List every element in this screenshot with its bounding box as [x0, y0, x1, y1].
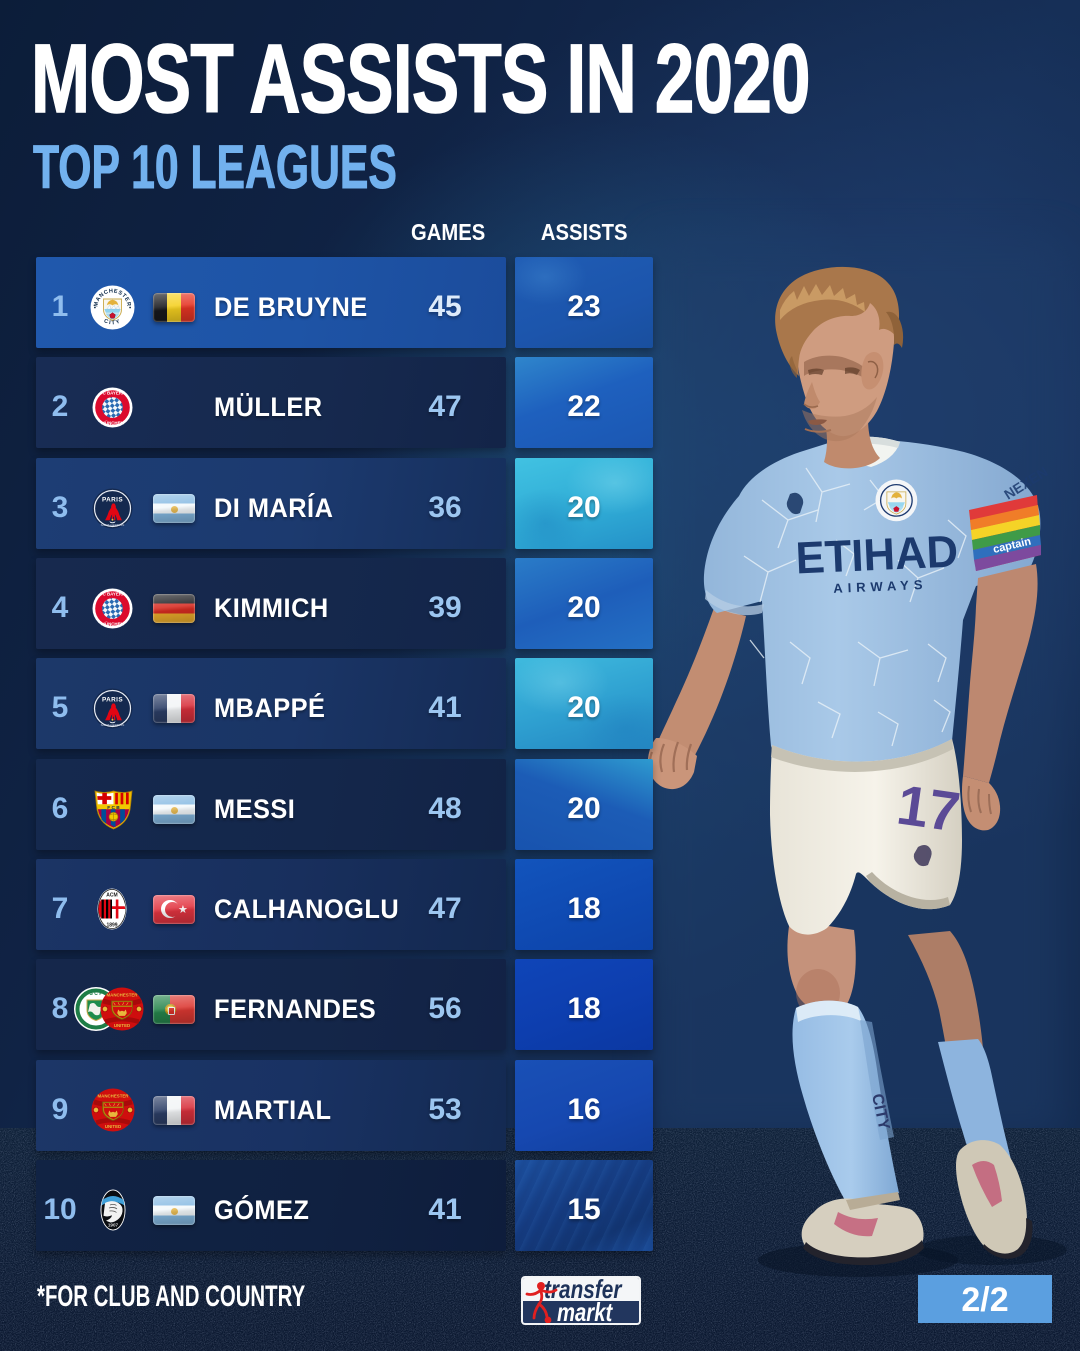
svg-text:ETIHAD: ETIHAD	[795, 527, 959, 584]
svg-text:17: 17	[893, 772, 963, 843]
svg-text:AIRWAYS: AIRWAYS	[833, 577, 928, 596]
